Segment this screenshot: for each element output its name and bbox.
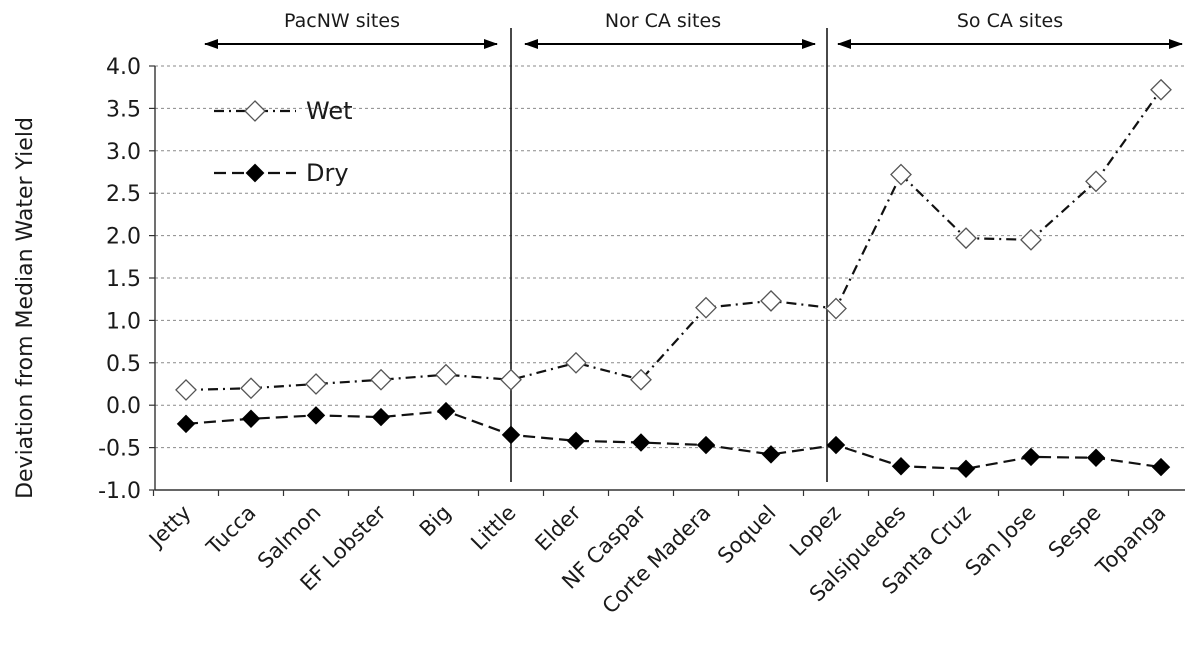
legend: Wet Dry	[214, 97, 353, 187]
data-point-wet	[500, 368, 522, 391]
legend-marker	[245, 163, 265, 183]
data-point-dry	[891, 457, 911, 476]
data-point-dry	[501, 425, 521, 445]
data-point-dry	[176, 414, 196, 434]
region-annotations: PacNW sites Nor CA sites So CA sites	[204, 10, 1183, 49]
y-tick-label: 3.0	[106, 140, 141, 165]
x-tick-label: Topanga	[1091, 501, 1171, 581]
data-point-wet	[175, 379, 197, 401]
y-tick-label: 1.5	[106, 267, 141, 292]
series-wet	[175, 78, 1172, 401]
data-point-wet	[760, 289, 782, 312]
x-tick-label: Tucca	[201, 501, 260, 560]
data-point-wet	[370, 368, 392, 391]
y-tick-label: 0.0	[106, 394, 141, 419]
data-point-wet	[240, 377, 262, 400]
data-point-wet	[630, 368, 652, 391]
data-point-dry	[436, 401, 456, 421]
data-point-wet	[305, 373, 327, 395]
region-label: So CA sites	[957, 10, 1063, 32]
y-tick-label: 0.5	[106, 352, 141, 377]
data-point-dry	[1021, 447, 1041, 467]
data-point-wet	[565, 351, 587, 374]
data-point-dry	[306, 406, 326, 425]
axes	[149, 65, 1185, 496]
data-point-dry	[761, 445, 781, 464]
region-label: Nor CA sites	[605, 10, 721, 32]
data-point-dry	[956, 459, 976, 479]
data-point-dry	[631, 433, 651, 452]
data-point-dry	[1086, 448, 1106, 467]
y-tick-label: 4.0	[106, 55, 141, 80]
legend-label: Wet	[306, 97, 353, 125]
y-axis-title: Deviation from Median Water Yield	[13, 117, 38, 499]
series-dry	[176, 401, 1171, 479]
data-point-dry	[696, 435, 716, 455]
y-tick-labels: -1.0 -0.5 0.0 0.5 1.0 1.5 2.0 2.5 3.0 3.5 4.0	[98, 55, 141, 504]
data-point-wet	[695, 296, 717, 319]
data-point-wet	[825, 297, 847, 320]
data-point-wet	[890, 163, 912, 186]
data-point-dry	[1151, 457, 1171, 477]
y-tick-label: -0.5	[98, 437, 141, 462]
data-point-wet	[955, 227, 977, 250]
data-point-wet	[1085, 170, 1107, 193]
legend-marker	[244, 100, 266, 122]
legend-item-dry: Dry	[214, 159, 349, 187]
data-point-dry	[371, 407, 391, 427]
x-tick-label: Big	[415, 501, 456, 542]
x-tick-label: Sespe	[1044, 501, 1106, 563]
y-tick-label: 1.0	[106, 309, 141, 334]
y-tick-label: -1.0	[98, 479, 141, 504]
y-tick-label: 3.5	[106, 97, 141, 122]
x-tick-label: Lopez	[785, 501, 845, 561]
region-label: PacNW sites	[284, 10, 400, 32]
x-tick-label: Elder	[530, 500, 585, 555]
data-point-dry	[566, 431, 586, 451]
data-point-wet	[1020, 228, 1042, 251]
legend-label: Dry	[306, 159, 349, 187]
data-point-dry	[241, 409, 261, 428]
y-tick-label: 2.5	[106, 182, 141, 207]
data-series	[175, 78, 1172, 479]
y-tick-label: 2.0	[106, 225, 141, 250]
legend-item-wet: Wet	[214, 97, 353, 125]
x-tick-label: Soquel	[713, 501, 781, 569]
data-point-wet	[435, 363, 457, 386]
region-dividers	[510, 28, 828, 482]
x-tick-label: Little	[466, 501, 520, 555]
series-line-wet	[185, 89, 1162, 392]
series-line-dry	[185, 410, 1162, 470]
data-point-dry	[826, 435, 846, 455]
x-tick-label: Jetty	[143, 501, 195, 553]
x-tick-label: San Jose	[961, 501, 1041, 581]
data-point-wet	[1150, 78, 1172, 101]
gridlines	[155, 65, 1185, 449]
